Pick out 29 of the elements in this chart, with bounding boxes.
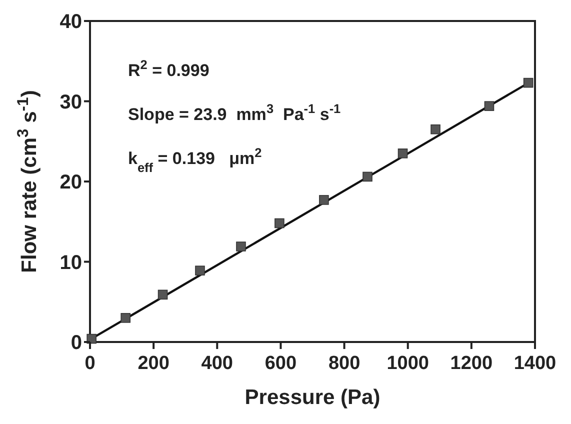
y-tick-label: 20	[60, 172, 82, 194]
annotation: k$_{eff}$ = 0.139 μm$^{2}$	[128, 144, 262, 174]
y-tick-label: 10	[60, 252, 82, 274]
point	[120, 313, 130, 323]
x-tick-label: 1000	[386, 353, 429, 374]
point	[319, 195, 329, 205]
point	[523, 78, 534, 88]
annotation: Slope = 23.9 mm$^{3}$ Pa$^{-1}$ s$^{-1}$	[128, 100, 341, 124]
x-tick-label: 400	[201, 353, 233, 374]
point	[362, 172, 372, 182]
point	[484, 101, 494, 111]
x-tick-label: 1400	[514, 353, 556, 374]
point	[236, 242, 246, 252]
y-tick-label: 40	[60, 11, 82, 33]
x-tick-label: 1200	[450, 353, 493, 374]
point	[430, 124, 440, 134]
point	[195, 266, 205, 276]
annotation: R$^{2}$ = 0.999	[128, 56, 210, 80]
x-tick-label: 800	[328, 353, 360, 374]
x-tick-label: 600	[264, 353, 297, 374]
x-axis-title: Pressure (Pa)	[244, 386, 380, 409]
point	[86, 334, 96, 344]
y-tick-label: 0	[70, 332, 82, 354]
x-tick-label: 200	[138, 353, 170, 374]
y-tick-label: 30	[60, 91, 82, 114]
x-tick-label: 0	[84, 353, 96, 374]
point	[398, 148, 408, 158]
point	[274, 218, 284, 228]
point	[158, 290, 168, 300]
